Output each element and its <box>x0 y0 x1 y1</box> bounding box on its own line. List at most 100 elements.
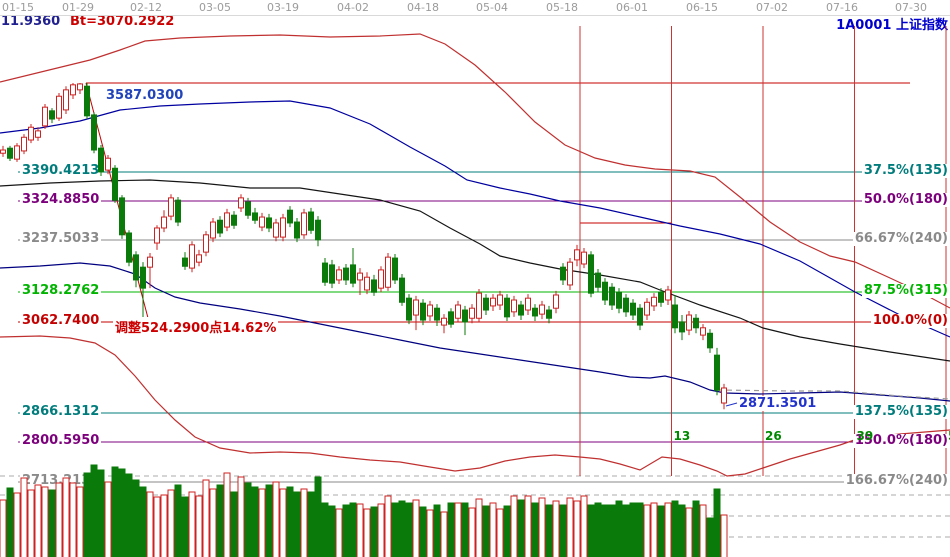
volume-bar <box>167 489 175 557</box>
candlestick <box>28 126 34 141</box>
candlestick <box>448 311 454 325</box>
low-pointer-line <box>725 402 738 407</box>
volume-bar <box>468 507 476 557</box>
volume-bar <box>153 496 161 557</box>
volume-bar <box>279 488 287 557</box>
candlestick <box>637 307 643 326</box>
volume-bar <box>419 506 427 557</box>
candlestick <box>105 157 111 171</box>
candlestick <box>42 106 48 127</box>
volume-bar <box>636 502 644 557</box>
candlestick <box>287 209 293 224</box>
volume-bar <box>27 489 35 557</box>
candlestick <box>546 309 552 319</box>
lower-band-line <box>0 335 950 477</box>
candlestick <box>679 321 685 333</box>
volume-bar <box>195 495 203 557</box>
volume-bar <box>111 466 119 557</box>
candlestick <box>665 289 671 301</box>
volume-bar <box>699 504 707 557</box>
volume-bar <box>447 502 455 557</box>
candlestick <box>504 297 510 318</box>
volume-bar <box>720 514 728 557</box>
date-tick-label: 03-19 <box>267 1 299 14</box>
volume-bar <box>20 477 28 557</box>
date-tick-label: 05-04 <box>476 1 508 14</box>
volume-bar <box>692 500 700 557</box>
candlestick <box>455 304 461 319</box>
candlestick <box>476 292 482 319</box>
volume-bar <box>314 476 322 557</box>
candlestick <box>7 147 13 159</box>
candlestick <box>609 286 615 306</box>
volume-bar <box>251 486 259 557</box>
volume-bar <box>454 502 462 557</box>
volume-bar <box>34 484 42 557</box>
volume-bar <box>258 488 266 557</box>
candlestick <box>308 211 314 231</box>
middle-band-line <box>0 100 950 338</box>
volume-bar <box>405 502 413 557</box>
candlestick <box>336 269 342 281</box>
candlestick <box>56 95 62 119</box>
volume-bar <box>216 484 224 557</box>
candlestick <box>721 387 727 404</box>
candlestick <box>238 197 244 209</box>
volume-bar <box>391 502 399 557</box>
candlestick <box>539 304 545 315</box>
volume-bar <box>510 495 518 557</box>
candlestick <box>119 197 125 236</box>
volume-bar <box>643 504 651 557</box>
date-tick-label: 03-05 <box>199 1 231 14</box>
volume-bar <box>559 504 567 557</box>
candlestick <box>322 262 328 283</box>
candlestick <box>175 199 181 223</box>
candlestick <box>399 277 405 303</box>
candlestick <box>532 307 538 317</box>
candlestick <box>259 216 265 228</box>
volume-bar <box>531 502 539 557</box>
volume-bar <box>538 497 546 557</box>
candlestick <box>441 317 447 326</box>
volume-bar <box>601 504 609 557</box>
volume-bar <box>440 511 448 557</box>
candlestick <box>567 261 573 286</box>
candlestick <box>273 222 279 238</box>
volume-bar <box>678 504 686 557</box>
candlestick <box>651 296 657 307</box>
volume-bar <box>356 503 364 557</box>
candlestick <box>658 291 664 303</box>
volume-bar <box>125 473 133 557</box>
candlestick <box>63 89 69 111</box>
candlestick <box>196 254 202 263</box>
volume-bar <box>188 491 196 557</box>
volume-bar <box>706 517 714 557</box>
volume-bar <box>300 488 308 557</box>
volume-bar <box>363 508 371 557</box>
volume-bar <box>139 486 147 557</box>
date-tick-label: 04-18 <box>407 1 439 14</box>
candlestick <box>112 167 118 201</box>
volume-bar <box>671 500 679 557</box>
candlestick <box>210 221 216 239</box>
date-tick-label: 06-15 <box>686 1 718 14</box>
candlestick <box>714 354 720 391</box>
date-tick-label: 04-02 <box>337 1 369 14</box>
candlestick <box>693 317 699 329</box>
date-tick-label: 07-16 <box>826 1 858 14</box>
candlestick <box>70 84 76 96</box>
date-tick-label: 01-15 <box>2 1 34 14</box>
candlestick <box>434 307 440 321</box>
volume-bar <box>426 509 434 557</box>
date-tick-label: 01-29 <box>62 1 94 14</box>
candlestick <box>266 217 272 229</box>
candlestick <box>413 299 419 316</box>
volume-bar <box>244 482 252 557</box>
candlestick <box>350 264 356 284</box>
volume-bar <box>104 481 112 557</box>
volume-bar <box>272 481 280 557</box>
candlestick <box>686 314 692 331</box>
candlestick <box>518 304 524 316</box>
candlestick <box>133 254 139 281</box>
